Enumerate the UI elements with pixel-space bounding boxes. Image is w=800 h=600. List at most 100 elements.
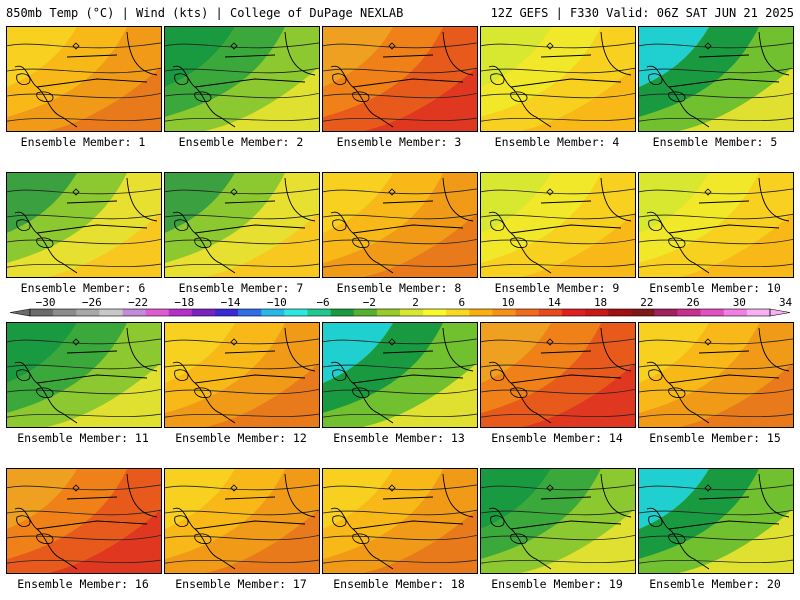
- wind-streamline: [7, 42, 161, 49]
- colorbar-swatch: [677, 309, 701, 316]
- colorbar-swatch: [99, 309, 123, 316]
- wind-streamline: [7, 67, 161, 74]
- station-marker-icon: [230, 42, 238, 50]
- colorbar-swatch: [400, 309, 424, 316]
- member-number: 6: [138, 281, 146, 295]
- map-boundaries: [330, 473, 474, 570]
- member-number: 20: [766, 577, 781, 591]
- ensemble-member-label: Ensemble Member: 3: [320, 135, 478, 149]
- colorbar-tick-label: 34: [779, 296, 793, 309]
- temperature-field: [639, 469, 793, 573]
- temperature-band: [521, 213, 635, 277]
- station-marker-icon: [72, 42, 80, 50]
- map-title: 850mb Temp (°C) | Wind (kts) | College o…: [6, 6, 404, 20]
- wind-streamline: [7, 534, 161, 541]
- colorbar-tick-label: 30: [733, 296, 746, 309]
- member-number: 13: [450, 431, 465, 445]
- colorbar-swatch: [469, 309, 493, 316]
- wind-streamline: [165, 559, 319, 564]
- temperature-band: [323, 173, 477, 277]
- wind-streamline: [165, 263, 319, 268]
- temperature-field: [639, 323, 793, 427]
- wind-streamline: [165, 67, 319, 74]
- temperature-band: [323, 469, 477, 573]
- wind-streamline: [639, 509, 793, 516]
- wind-streamline: [7, 92, 161, 99]
- label-prefix: Ensemble Member:: [17, 577, 135, 591]
- map-boundaries: [646, 327, 790, 424]
- colorbar-tick-label: 2: [412, 296, 419, 309]
- label-prefix: Ensemble Member:: [494, 135, 613, 149]
- temperature-band: [7, 323, 161, 427]
- wind-streamline: [639, 484, 793, 491]
- wind-streamline: [165, 484, 319, 491]
- wind-streamline: [639, 67, 793, 74]
- label-prefix: Ensemble Member:: [336, 135, 455, 149]
- wind-streamline: [481, 238, 635, 245]
- colorbar-swatch: [746, 309, 771, 316]
- map-boundaries: [14, 177, 158, 274]
- wind-streamline: [481, 413, 635, 418]
- label-prefix: Ensemble Member:: [175, 577, 293, 591]
- wind-streamline: [323, 263, 477, 268]
- ensemble-member-label: Ensemble Member: 10: [636, 281, 794, 295]
- ensemble-member-map: [480, 172, 636, 278]
- colorbar-swatch: [307, 309, 331, 316]
- temperature-band: [323, 469, 393, 529]
- colorbar-swatch: [585, 309, 609, 316]
- temperature-field: [7, 27, 161, 131]
- ensemble-member-map: [638, 26, 794, 132]
- ensemble-member-label: Ensemble Member: 9: [478, 281, 636, 295]
- wind-streamline: [323, 67, 477, 74]
- ensemble-member-map: [638, 172, 794, 278]
- station-marker-icon: [230, 484, 238, 492]
- wind-streamline: [639, 92, 793, 99]
- wind-streamline: [323, 338, 477, 345]
- temperature-band: [481, 173, 635, 277]
- temperature-field: [481, 323, 635, 427]
- colorbar-swatch: [191, 309, 216, 316]
- wind-streamline: [481, 388, 635, 395]
- temperature-band: [165, 173, 235, 233]
- station-marker-icon: [72, 484, 80, 492]
- temperature-band: [481, 323, 635, 427]
- colorbar-swatch: [631, 309, 655, 316]
- wind-streamline: [323, 413, 477, 418]
- temperature-field: [323, 323, 477, 427]
- great-lakes-outline: [490, 369, 528, 398]
- colorbar-tick-label: 26: [686, 296, 699, 309]
- map-boundaries: [488, 473, 632, 570]
- ensemble-member-map: [480, 468, 636, 574]
- member-number: 11: [134, 431, 149, 445]
- temperature-band: [165, 27, 319, 131]
- ensemble-member-label: Ensemble Member: 15: [636, 431, 794, 445]
- wind-streamline: [323, 92, 477, 99]
- temperature-band: [323, 173, 393, 233]
- station-marker-icon: [230, 188, 238, 196]
- wind-streamline: [7, 238, 161, 245]
- member-number: 15: [766, 431, 781, 445]
- label-prefix: Ensemble Member:: [333, 431, 451, 445]
- wind-streamline: [639, 42, 793, 49]
- wind-streamline: [323, 509, 477, 516]
- wind-streamline: [323, 534, 477, 541]
- wind-streamline: [165, 413, 319, 418]
- colorbar-swatch: [608, 309, 632, 316]
- ensemble-member-label: Ensemble Member: 12: [162, 431, 320, 445]
- wind-streamline: [639, 338, 793, 345]
- ensemble-member-map: [480, 322, 636, 428]
- temperature-band: [165, 27, 235, 87]
- colorbar-swatch: [76, 309, 100, 316]
- colorbar-tick-label: −18: [174, 296, 194, 309]
- colorbar-max-arrow: [769, 308, 791, 317]
- member-number: 1: [138, 135, 146, 149]
- station-marker-icon: [546, 484, 554, 492]
- temperature-band: [7, 27, 77, 87]
- station-marker-icon: [388, 484, 396, 492]
- temperature-band: [679, 363, 793, 427]
- wind-streamline: [323, 484, 477, 491]
- colorbar-tick-label: 10: [501, 296, 514, 309]
- ensemble-member-map: [6, 172, 162, 278]
- wind-streamline: [7, 559, 161, 564]
- wind-streamline: [481, 213, 635, 220]
